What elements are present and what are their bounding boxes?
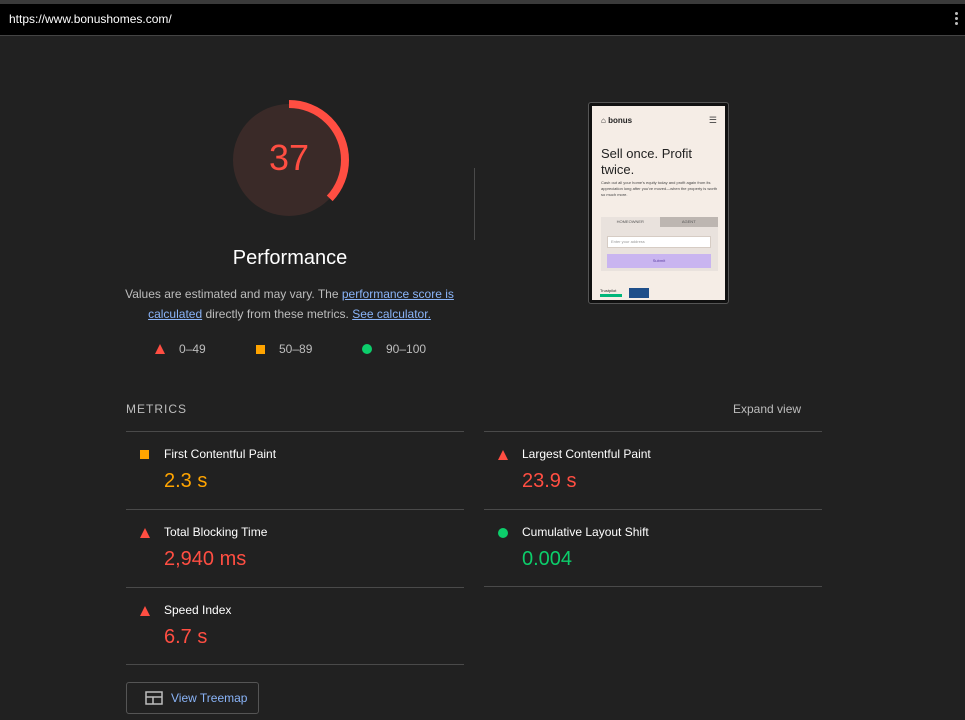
square-icon xyxy=(140,450,149,459)
see-calculator-link[interactable]: See calculator. xyxy=(352,307,431,321)
divider xyxy=(126,664,464,665)
triangle-icon xyxy=(155,344,165,354)
more-options-icon[interactable] xyxy=(953,12,959,28)
divider xyxy=(126,431,464,432)
performance-score-link[interactable]: performance score is calculated xyxy=(148,287,454,321)
view-treemap-label: View Treemap xyxy=(171,691,248,705)
screenshot-headline: Sell once. Profit twice. xyxy=(601,146,693,177)
metric-value: 23.9 s xyxy=(522,470,577,492)
metric-name: First Contentful Paint xyxy=(164,447,277,461)
final-screenshot[interactable]: ⌂ bonus ☰ Sell once. Profit twice. Cash … xyxy=(588,102,729,304)
legend-average: 50–89 xyxy=(256,342,312,356)
score-description: Values are estimated and may vary. The p… xyxy=(125,287,454,321)
page-url: https://www.bonushomes.com/ xyxy=(9,12,172,26)
divider xyxy=(484,586,822,587)
metric-cumulative-layout-shift: Cumulative Layout Shift 0.004 xyxy=(484,510,822,587)
circle-icon xyxy=(498,528,508,538)
vertical-divider xyxy=(474,168,475,240)
screenshot-subtext: Cash out all your home's equity today an… xyxy=(601,180,718,197)
view-treemap-button[interactable]: View Treemap xyxy=(126,682,259,714)
metrics-header: METRICS xyxy=(126,402,187,416)
metric-largest-contentful-paint: Largest Contentful Paint 23.9 s xyxy=(484,432,822,509)
tab-homeowner: HOMEOWNER xyxy=(601,217,660,227)
trustpilot-badge: Trustpilot xyxy=(600,288,624,298)
divider xyxy=(126,509,464,510)
performance-score: 37 xyxy=(268,137,310,178)
metric-name: Largest Contentful Paint xyxy=(522,447,651,461)
treemap-icon xyxy=(145,691,163,705)
metric-name: Total Blocking Time xyxy=(164,525,268,539)
screenshot-address-input: Enter your address xyxy=(607,236,711,248)
bbb-badge xyxy=(629,288,649,298)
metric-value: 2,940 ms xyxy=(164,548,247,570)
triangle-icon xyxy=(498,450,508,460)
triangle-icon xyxy=(140,528,150,538)
category-title: Performance xyxy=(232,247,348,269)
triangle-icon xyxy=(140,606,150,616)
url-bar: https://www.bonushomes.com/ xyxy=(0,4,965,36)
expand-view-button[interactable]: Expand view xyxy=(733,402,802,416)
square-icon xyxy=(256,344,265,354)
metric-value: 2.3 s xyxy=(164,470,208,492)
metric-speed-index: Speed Index 6.7 s xyxy=(126,588,464,665)
divider xyxy=(484,509,822,510)
tab-agent: AGENT xyxy=(659,217,718,227)
metric-name: Speed Index xyxy=(164,603,232,617)
performance-gauge xyxy=(229,100,349,220)
metric-value: 6.7 s xyxy=(164,626,208,648)
legend-fail: 0–49 xyxy=(155,342,206,356)
circle-icon xyxy=(362,344,372,354)
screenshot-submit-button: Submit xyxy=(607,254,711,268)
legend-pass: 90–100 xyxy=(362,342,426,356)
metric-first-contentful-paint: First Contentful Paint 2.3 s xyxy=(126,432,464,509)
metric-name: Cumulative Layout Shift xyxy=(522,525,649,539)
metric-value: 0.004 xyxy=(522,548,573,570)
divider xyxy=(484,431,822,432)
metric-total-blocking-time: Total Blocking Time 2,940 ms xyxy=(126,510,464,587)
bonus-logo: ⌂ bonus xyxy=(601,116,633,125)
divider xyxy=(126,587,464,588)
window-top-edge xyxy=(0,0,965,4)
screenshot-tabs: HOMEOWNER AGENT xyxy=(601,217,718,227)
hamburger-menu-icon: ☰ xyxy=(708,115,717,125)
